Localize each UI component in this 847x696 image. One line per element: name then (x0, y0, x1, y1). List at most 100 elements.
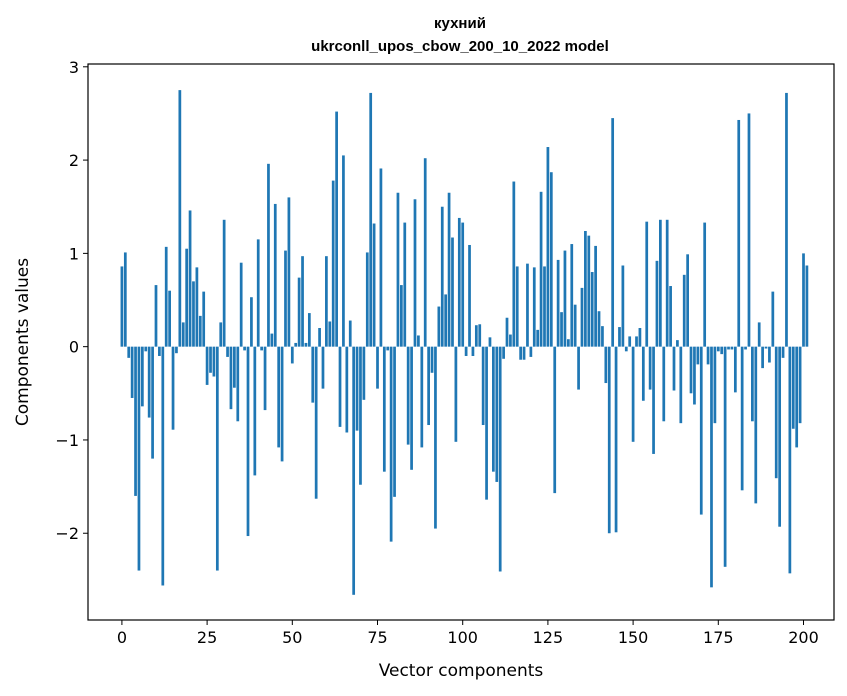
chart-title: кухний ukrconll_upos_cbow_200_10_2022 mo… (311, 15, 609, 55)
bar-component-95 (444, 294, 448, 347)
bar-component-178 (727, 346, 730, 350)
bar-component-46 (277, 346, 281, 448)
bar-component-68 (352, 346, 356, 595)
bar-component-26 (209, 346, 212, 373)
bar-component-185 (751, 346, 754, 422)
y-tick-label: −1 (55, 431, 79, 450)
bar-component-150 (631, 346, 635, 442)
bar-component-149 (628, 336, 632, 347)
bar-component-139 (594, 245, 597, 347)
bar-component-195 (785, 92, 788, 347)
bar-component-172 (706, 346, 710, 365)
bar-component-201 (805, 265, 809, 347)
bar-component-43 (267, 163, 270, 347)
bar-component-60 (325, 256, 328, 347)
bar-component-34 (236, 346, 240, 422)
bar-component-58 (318, 328, 321, 347)
bar-component-57 (314, 346, 318, 499)
bar-component-176 (720, 346, 724, 355)
bar-component-73 (369, 92, 373, 347)
y-tick-label: 3 (69, 58, 79, 77)
bar-component-80 (393, 346, 396, 497)
x-axis-label: Vector components (379, 661, 544, 681)
bar-component-153 (641, 346, 645, 401)
bar-component-199 (798, 346, 802, 424)
bar-component-90 (427, 346, 430, 426)
bar-component-74 (372, 223, 376, 347)
bar-component-21 (192, 281, 195, 347)
bar-component-127 (553, 346, 557, 494)
bar-component-184 (747, 113, 751, 347)
bar-component-82 (400, 285, 403, 347)
bar-component-47 (280, 346, 284, 462)
bar-component-108 (488, 337, 492, 347)
bar-component-194 (781, 346, 785, 358)
chart-title-line-1: кухний (434, 15, 486, 32)
x-tick-label: 125 (533, 628, 564, 647)
bar-component-107 (485, 346, 488, 500)
bar-component-66 (345, 346, 349, 433)
y-tick-label: −2 (55, 524, 79, 543)
bar-component-118 (522, 346, 526, 360)
bar-component-94 (440, 206, 444, 347)
bar-component-20 (188, 210, 192, 347)
bar-component-14 (168, 290, 171, 347)
bar-component-65 (342, 155, 345, 347)
bar-component-49 (287, 197, 291, 347)
bar-component-177 (723, 346, 727, 567)
bar-component-198 (795, 346, 799, 448)
bar-component-151 (635, 336, 638, 347)
bar-component-0 (120, 266, 124, 347)
bar-component-116 (515, 266, 519, 347)
bar-component-105 (478, 324, 482, 347)
bar-component-45 (273, 203, 277, 347)
bar-component-98 (454, 346, 458, 442)
bar-component-125 (546, 147, 550, 347)
bar-component-156 (652, 346, 655, 454)
bar-component-154 (645, 221, 649, 347)
x-tick-label: 200 (788, 628, 819, 647)
bar-component-113 (505, 317, 509, 347)
y-axis: −2 −1 0 1 2 3 (55, 58, 88, 543)
x-tick-label: 150 (618, 628, 649, 647)
bar-component-111 (498, 346, 502, 572)
bar-component-140 (597, 311, 601, 347)
bar-component-179 (730, 346, 734, 350)
bar-component-191 (771, 291, 775, 347)
bar-component-51 (294, 342, 298, 347)
bar-component-8 (147, 346, 151, 418)
bar-component-23 (198, 315, 202, 347)
bar-component-136 (584, 230, 587, 347)
bar-component-64 (338, 346, 342, 427)
bar-component-188 (761, 346, 764, 369)
y-tick-label: 1 (69, 244, 79, 263)
bar-component-9 (151, 346, 154, 459)
bar-component-71 (362, 346, 366, 400)
x-tick-label: 75 (367, 628, 387, 647)
bar-component-152 (638, 328, 642, 347)
bar-component-102 (468, 244, 471, 347)
bar-component-35 (239, 262, 243, 347)
bar-component-112 (502, 346, 505, 359)
bar-component-137 (587, 235, 591, 347)
bar-component-79 (389, 346, 393, 542)
bar-component-76 (379, 168, 383, 347)
bar-component-30 (222, 219, 226, 347)
bar-component-117 (519, 346, 523, 360)
bar-component-157 (655, 260, 659, 347)
bar-component-181 (737, 119, 741, 347)
bar-component-109 (492, 346, 495, 472)
bar-component-75 (376, 346, 379, 389)
bar-component-129 (560, 312, 563, 347)
x-tick-label: 25 (197, 628, 217, 647)
bar-component-28 (215, 346, 219, 571)
bar-component-106 (481, 346, 485, 426)
bar-component-103 (471, 346, 475, 356)
bar-component-93 (437, 306, 441, 347)
bar-component-5 (137, 346, 141, 571)
bar-component-87 (417, 335, 420, 347)
bar-component-142 (604, 346, 608, 384)
bar-component-13 (164, 246, 168, 347)
bar-component-50 (290, 346, 294, 364)
bar-component-183 (744, 346, 747, 350)
